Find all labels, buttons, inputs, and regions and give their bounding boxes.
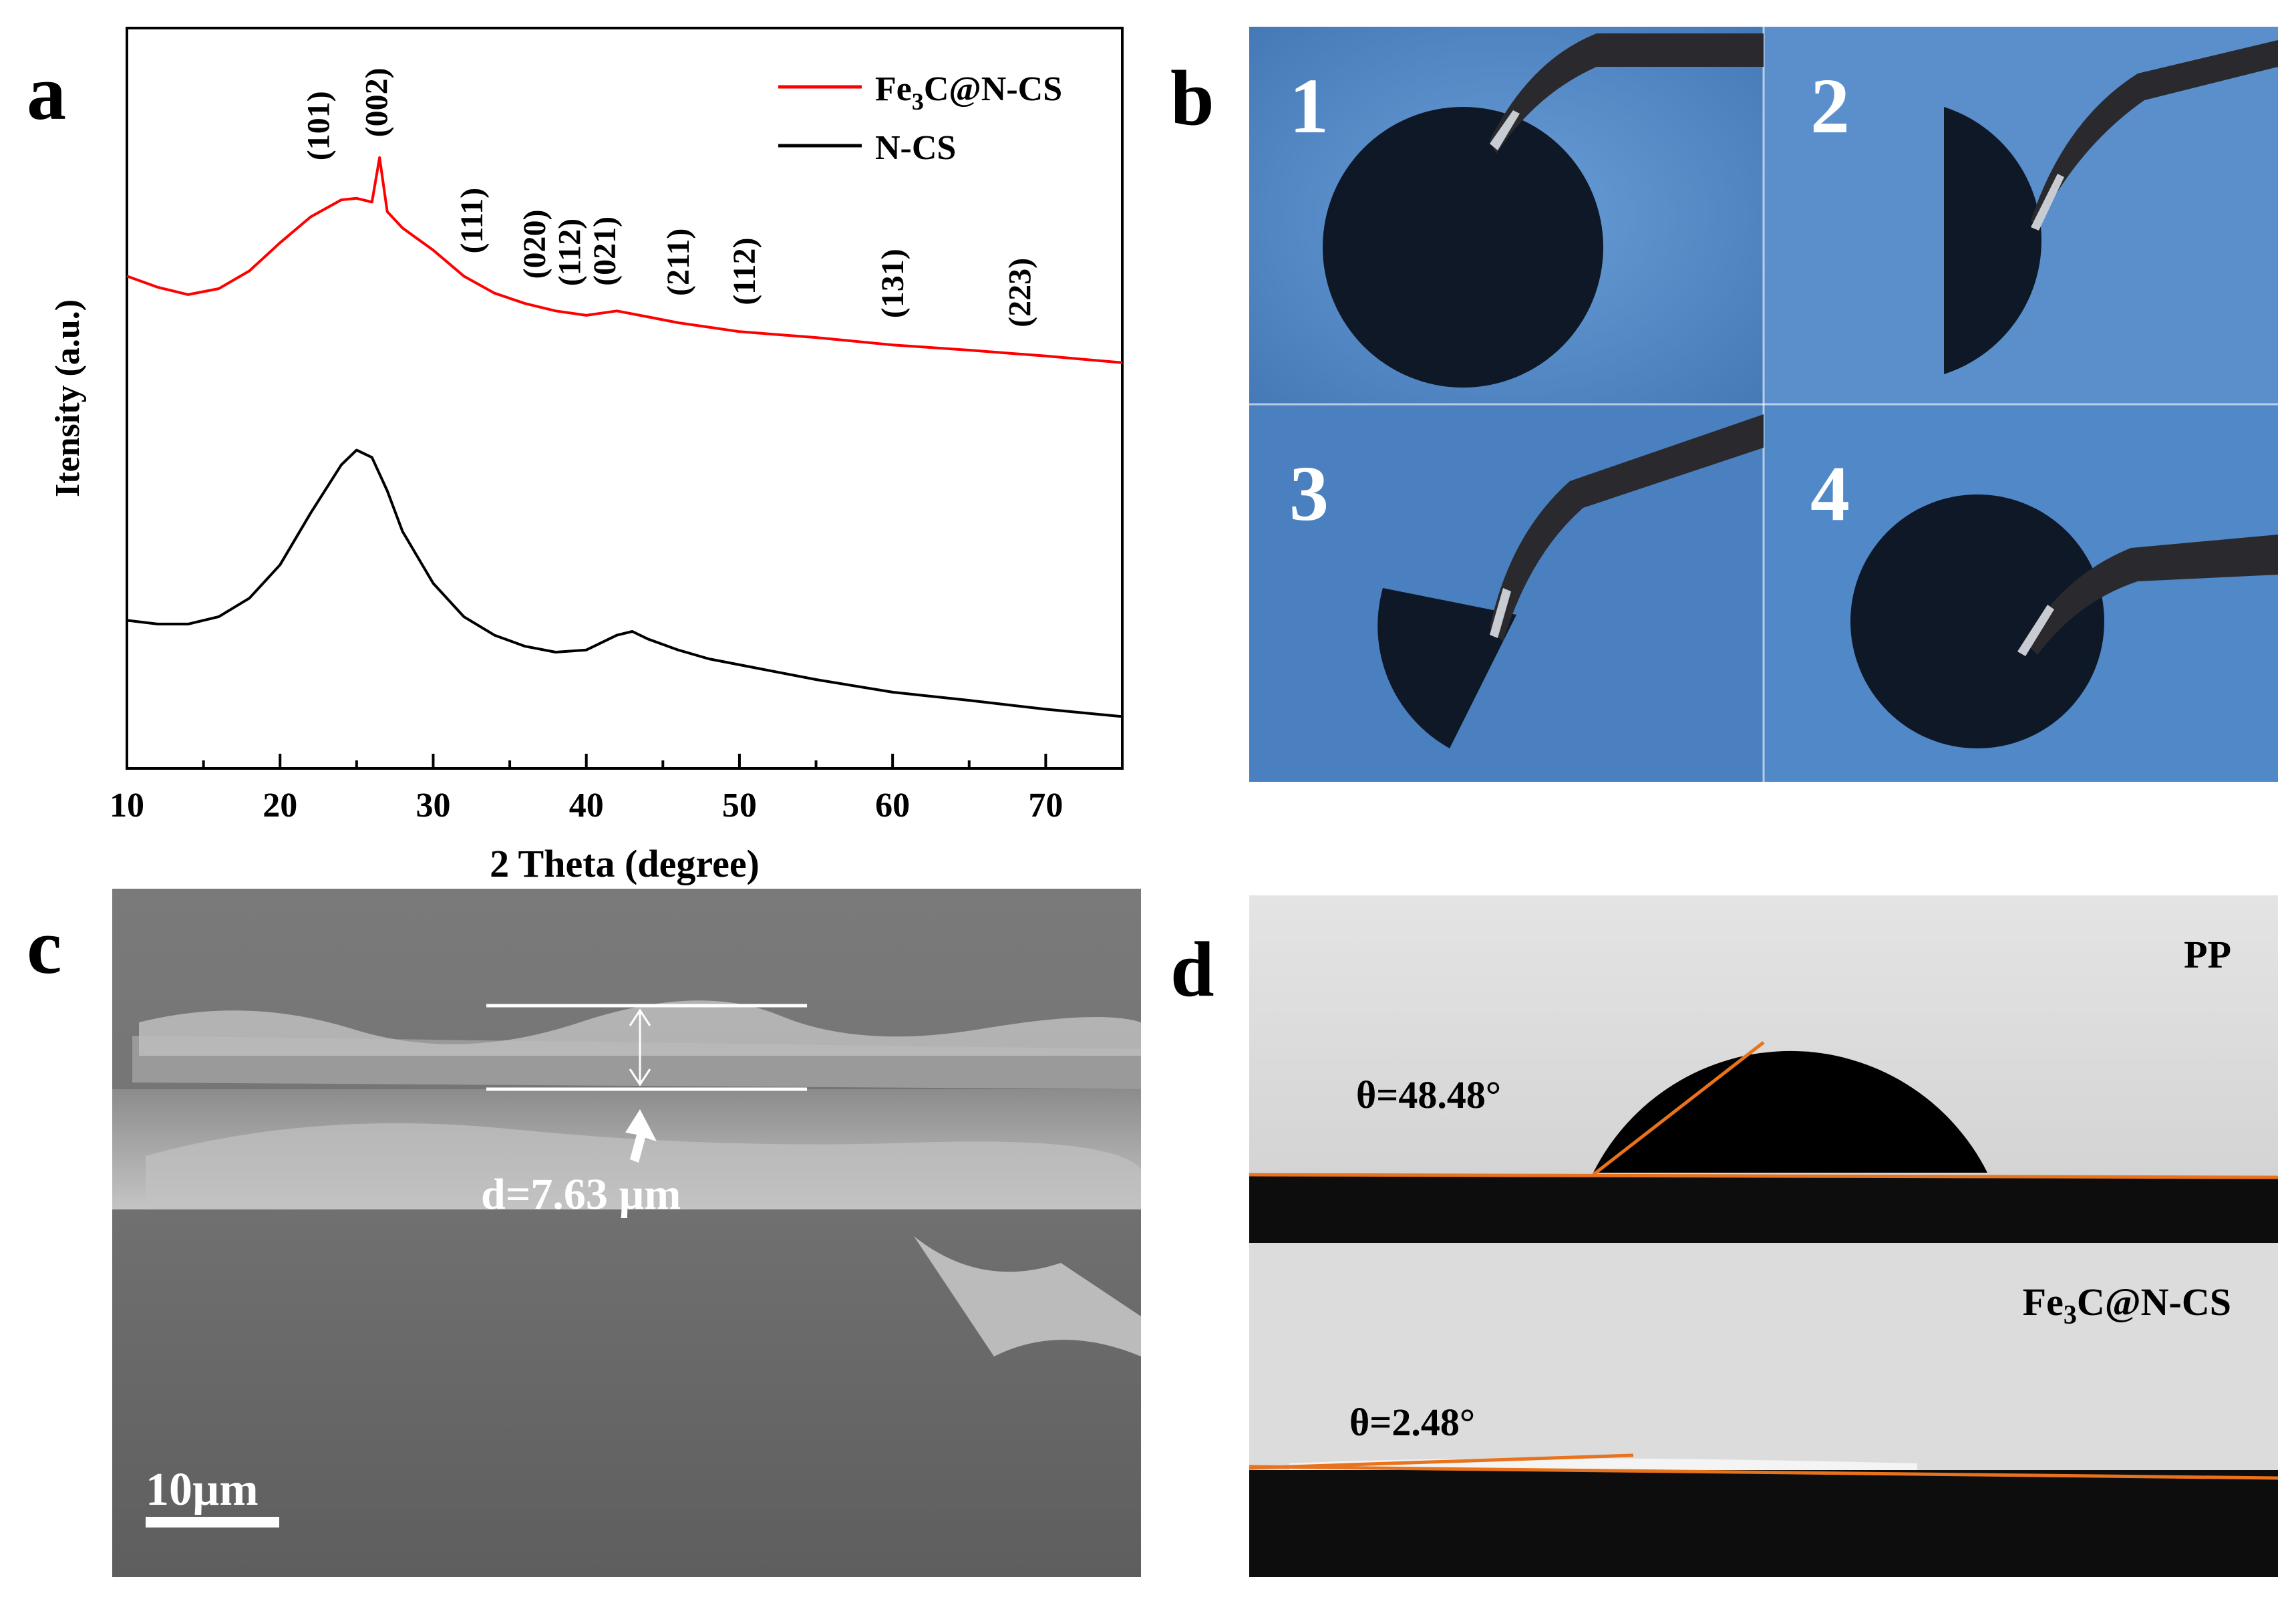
panel-label-a: a xyxy=(27,49,66,136)
x-axis-tick-labels: 10 20 30 40 50 60 70 xyxy=(110,786,1063,825)
sub-label-2: 2 xyxy=(1810,62,1850,150)
chart-frame xyxy=(126,27,1124,770)
scale-bar xyxy=(146,1517,279,1528)
x-tick-label: 30 xyxy=(416,786,450,825)
x-tick-label: 10 xyxy=(110,786,144,825)
tangent-fe3c xyxy=(1249,1453,1634,1470)
x-tick-label: 20 xyxy=(263,786,297,825)
flexibility-photo-grid: 1 2 3 4 xyxy=(1249,27,2278,782)
series-line-fe3c-n-cs xyxy=(126,156,1123,364)
thickness-label: d=7.63 µm xyxy=(481,1170,681,1219)
tweezers-2 xyxy=(2031,40,2278,227)
sub-label-1: 1 xyxy=(1289,62,1329,150)
tweezers-1 xyxy=(1490,33,1764,154)
angle-fe3c: θ=2.48° xyxy=(1349,1401,1476,1444)
panel-label-b: b xyxy=(1170,54,1214,142)
x-axis-ticks xyxy=(126,754,1124,768)
sem-cross-section: d=7.63 µm 10µm xyxy=(112,889,1141,1577)
photo-grid-art xyxy=(1249,27,2278,782)
baseline-fe3c xyxy=(1249,1465,2278,1480)
contact-angle-images: PP θ=48.48° Fe3C@N-CS θ=2.48° xyxy=(1249,895,2278,1577)
peak-annotations: (101) (002)(111) (020) (112) (021) (211) (112)… xyxy=(301,67,1038,327)
angle-pp: θ=48.48° xyxy=(1356,1073,1502,1117)
peak-label: (112) xyxy=(552,219,587,286)
disc-restored-4 xyxy=(1850,494,2104,748)
baseline-pp xyxy=(1249,1173,2278,1179)
xrd-chart: 10 20 30 40 50 60 70 2 Theta (degree) Itensity… xyxy=(49,27,1124,885)
peak-label: (211) xyxy=(661,229,696,296)
droplet-pp xyxy=(1593,1050,1987,1173)
peak-label: (112) xyxy=(727,237,762,305)
scale-bar-label: 10µm xyxy=(146,1464,259,1515)
label-fe3c: Fe3C@N-CS xyxy=(2022,1280,2231,1330)
tweezers-3 xyxy=(1490,414,1764,641)
peak-label: (020) xyxy=(517,210,552,279)
x-tick-label: 60 xyxy=(875,786,910,825)
legend-label-fe3c: Fe3C@N-CS xyxy=(875,70,1062,115)
sub-label-4: 4 xyxy=(1810,450,1850,537)
sem-art xyxy=(112,889,1141,1577)
series-group xyxy=(126,156,1123,718)
peak-label: (101) xyxy=(301,91,337,160)
panel-label-c: c xyxy=(27,903,62,990)
tweezers-4 xyxy=(2024,535,2278,655)
peak-label: (223) xyxy=(1002,258,1037,327)
tangent-pp xyxy=(1592,1041,1765,1176)
peak-label: (131) xyxy=(875,249,911,318)
legend: Fe3C@N-CS N-CS xyxy=(778,70,1062,167)
peak-label: (002) xyxy=(359,67,395,137)
contact-angle-art xyxy=(1249,895,2278,1577)
peak-label: (111) xyxy=(454,188,490,254)
legend-label-ncs: N-CS xyxy=(875,129,956,167)
label-pp: PP xyxy=(2184,933,2231,976)
panel-label-d: d xyxy=(1170,925,1214,1013)
disc-quarter-3 xyxy=(1377,588,1516,748)
x-tick-label: 50 xyxy=(722,786,757,825)
x-tick-label: 70 xyxy=(1028,786,1063,825)
peak-label: (021) xyxy=(587,216,623,286)
x-tick-label: 40 xyxy=(569,786,604,825)
x-axis-label: 2 Theta (degree) xyxy=(490,842,760,885)
pointer-arrow xyxy=(625,1109,657,1163)
sub-label-3: 3 xyxy=(1289,450,1329,537)
y-axis-label: Itensity (a.u.) xyxy=(49,299,87,497)
series-line-n-cs xyxy=(126,448,1123,718)
disc-full-1 xyxy=(1323,107,1603,388)
disc-half-2 xyxy=(1944,107,2041,374)
